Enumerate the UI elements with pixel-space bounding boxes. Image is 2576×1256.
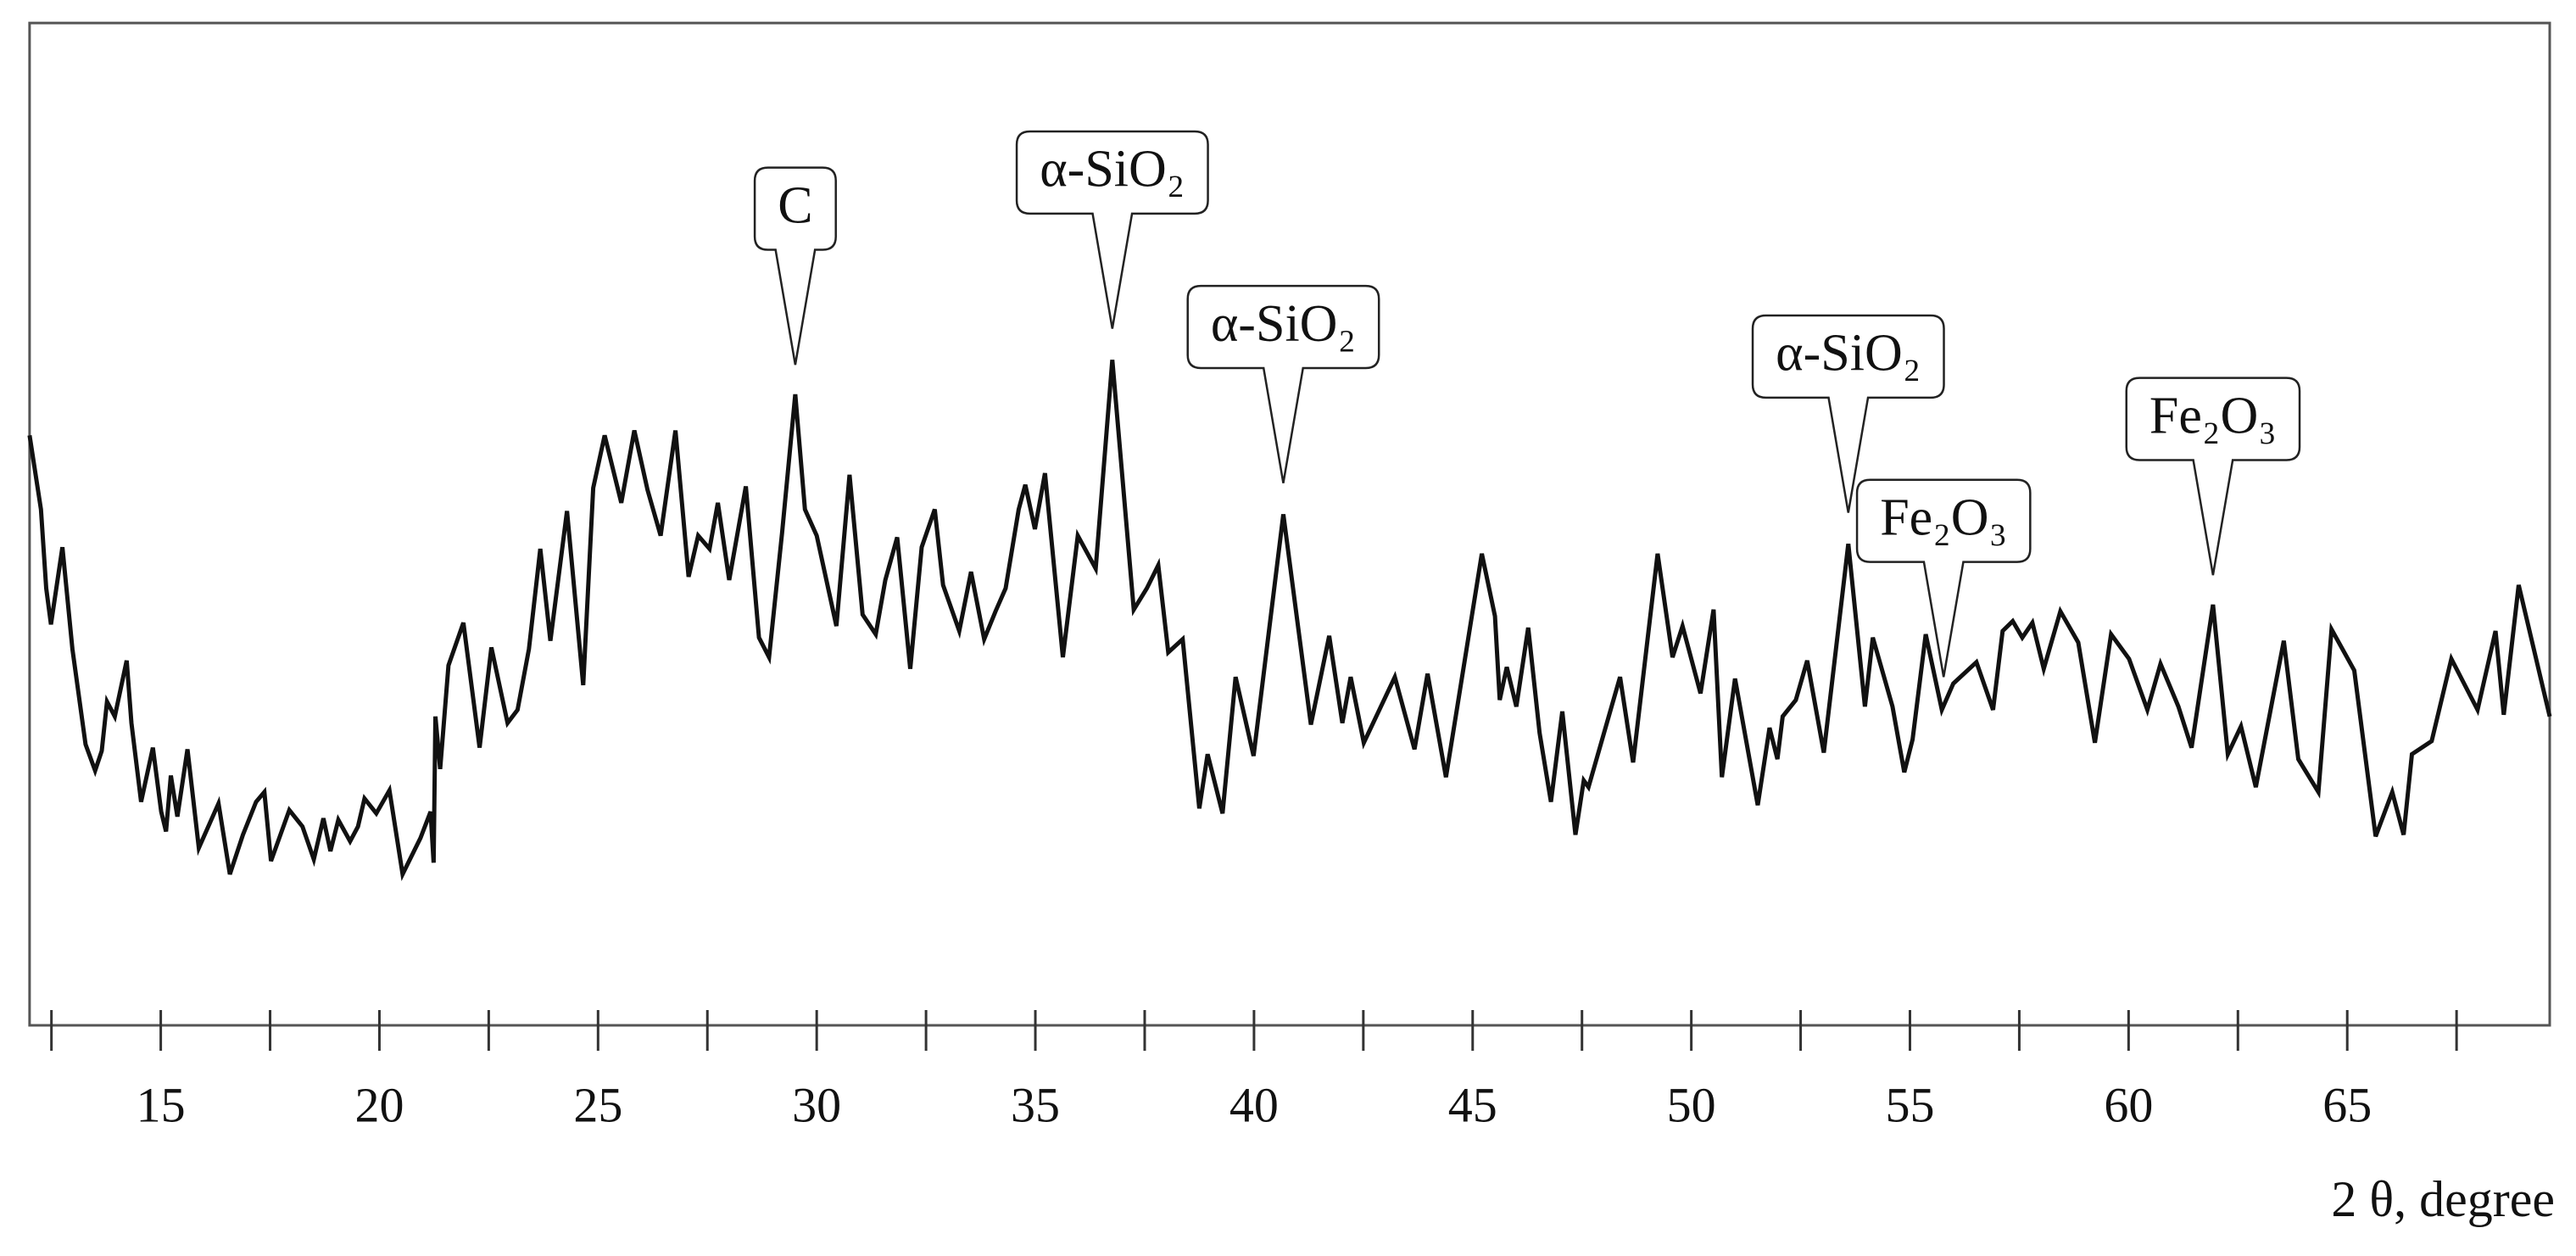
- annotation-label: Fe₂O₃: [2149, 387, 2277, 444]
- x-tick-label: 25: [573, 1077, 622, 1132]
- annotation-callout: [1855, 478, 2032, 678]
- x-axis-label: 2 θ, degree: [2331, 1171, 2555, 1227]
- x-tick-label: 65: [2322, 1077, 2372, 1132]
- annotation-callout: [1751, 314, 1945, 513]
- annotation-label: C: [778, 176, 812, 234]
- annotation-callout: [1015, 130, 1209, 329]
- x-tick-label: 60: [2104, 1077, 2153, 1132]
- x-tick-label: 35: [1011, 1077, 1060, 1132]
- annotation-label: α-SiO₂: [1040, 141, 1185, 198]
- x-tick-label: 40: [1229, 1077, 1279, 1132]
- annotation-label: α-SiO₂: [1211, 295, 1356, 353]
- annotation-callout: [1186, 284, 1380, 483]
- annotation-callout: [2125, 377, 2301, 576]
- data-line: [27, 360, 2552, 881]
- annotation-label: Fe₂O₃: [1880, 488, 2007, 546]
- x-tick-label: 45: [1448, 1077, 1497, 1132]
- x-tick-label: 20: [354, 1077, 404, 1132]
- x-tick-label: 15: [137, 1077, 186, 1132]
- x-tick-label: 55: [1885, 1077, 1934, 1132]
- plot-frame: [28, 21, 2551, 1027]
- annotation-callout: [753, 166, 837, 366]
- x-tick-label: 30: [792, 1077, 841, 1132]
- annotation-label: α-SiO₂: [1776, 325, 1921, 382]
- x-tick-label: 50: [1667, 1077, 1716, 1132]
